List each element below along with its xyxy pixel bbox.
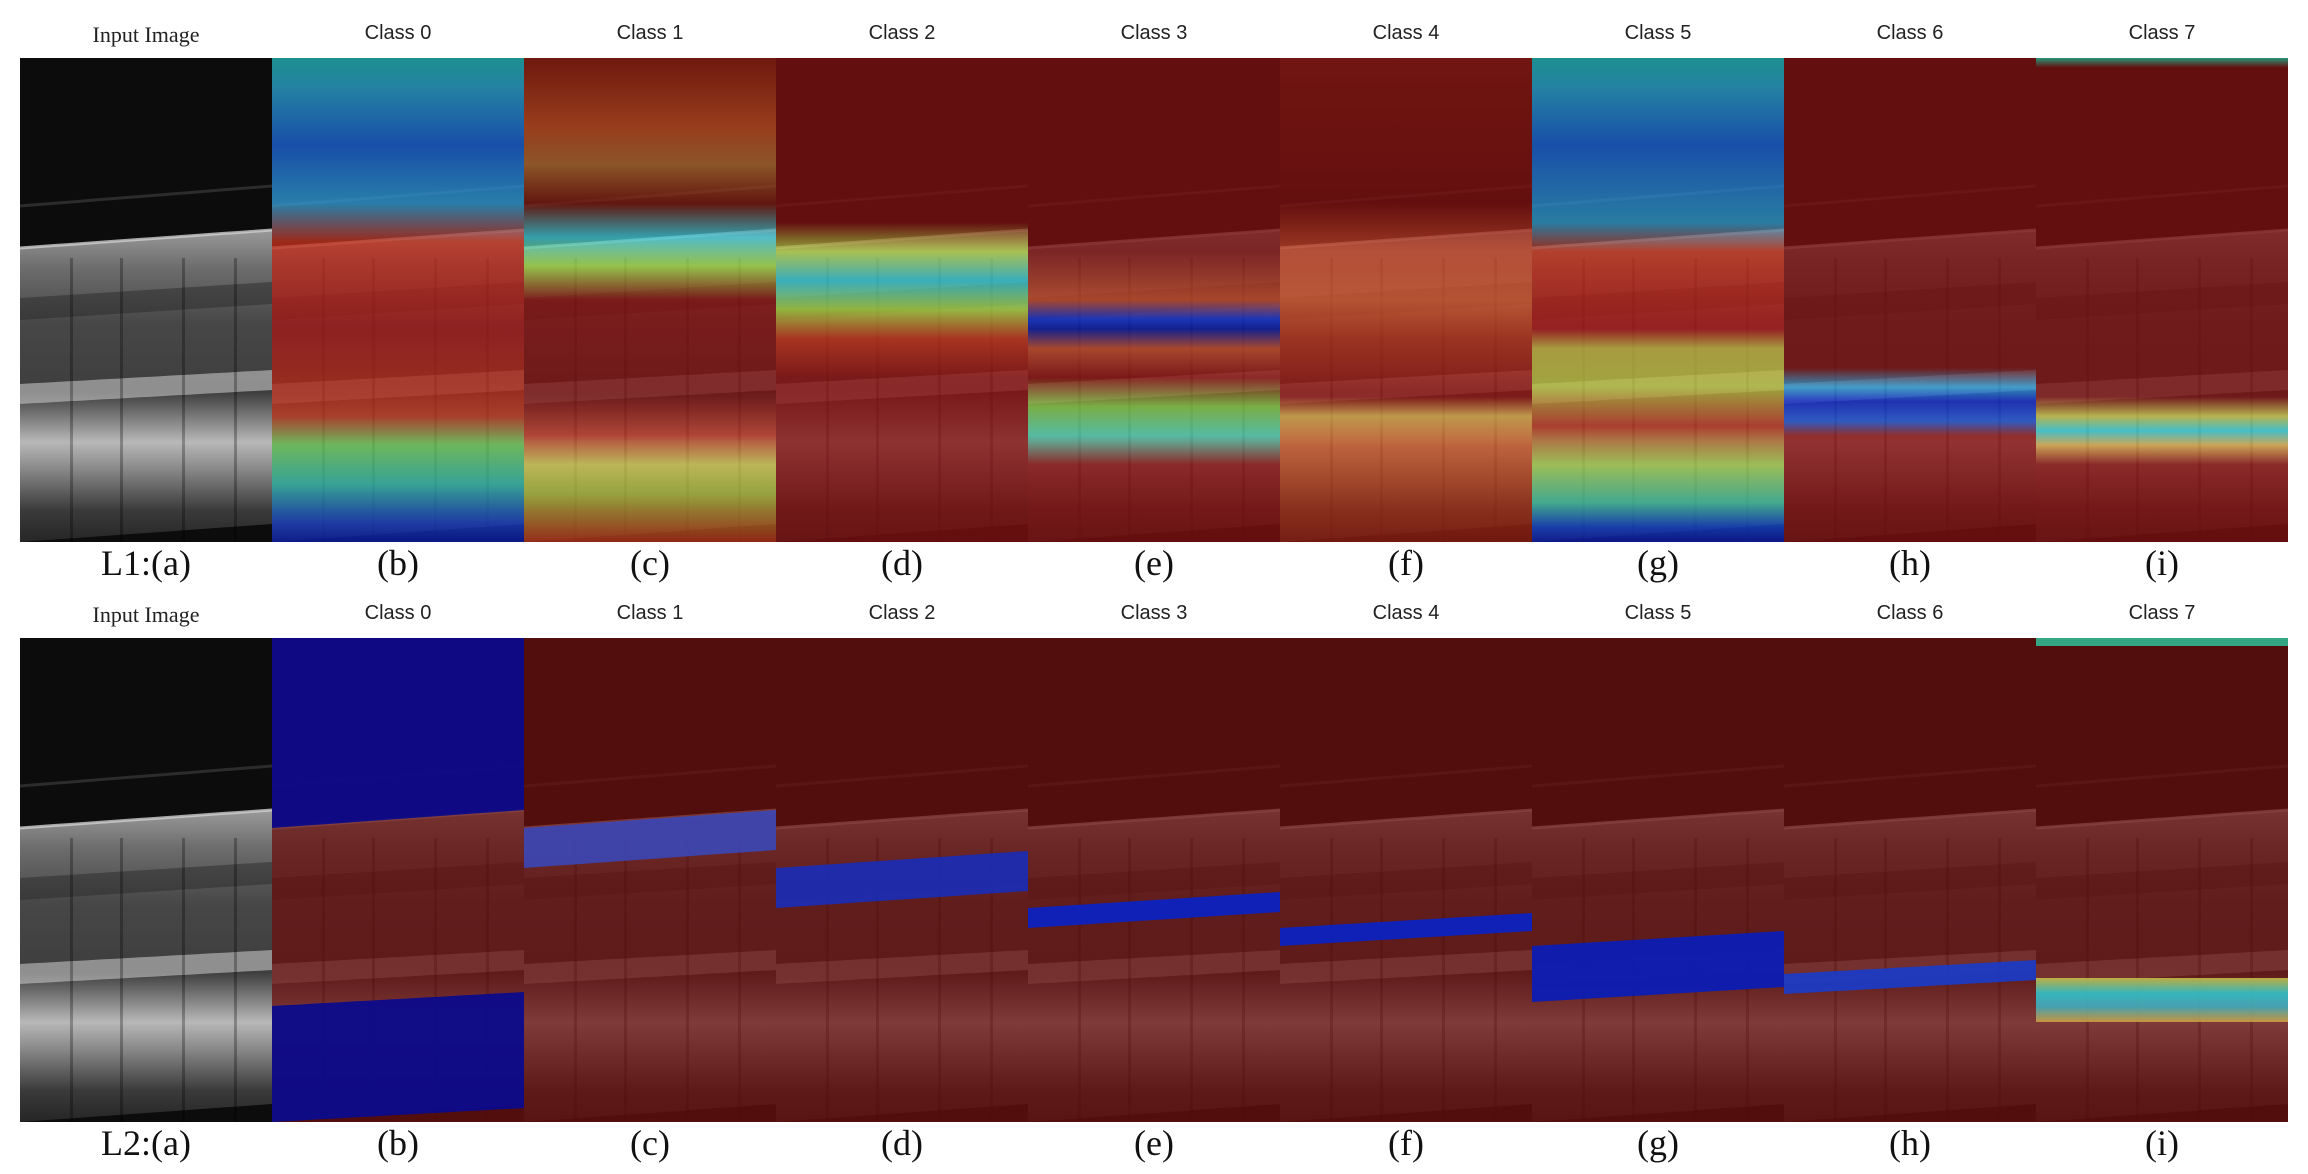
segmentation-image xyxy=(1532,638,1784,1122)
segmentation-image xyxy=(524,638,776,1122)
panel-class-3: Class 3 (e) xyxy=(1028,12,1280,583)
panel-input: Input Image L1:(a) xyxy=(20,12,272,583)
panel-title: Class 5 xyxy=(1624,22,1692,44)
panel-class-5: Class 5 (g) xyxy=(1532,592,1784,1163)
heatmap-image xyxy=(1784,58,2036,542)
panel-caption: (b) xyxy=(377,1123,419,1163)
panel-caption: (h) xyxy=(1889,1123,1931,1163)
heatmap-image xyxy=(1280,58,1532,542)
segmentation-image xyxy=(1784,638,2036,1122)
panel-title: Input Image xyxy=(92,22,200,47)
panel-caption: (e) xyxy=(1134,1123,1174,1163)
panel-caption: (g) xyxy=(1637,543,1679,583)
heatmap-image xyxy=(2036,58,2288,542)
panel-class-4: Class 4 (f) xyxy=(1280,12,1532,583)
panel-title: Class 7 xyxy=(2128,22,2196,44)
panel-caption: (c) xyxy=(630,1123,670,1163)
panel-title: Class 0 xyxy=(364,22,432,44)
row-l1: Input Image L1:(a) Class 0 (b) Class 1 (… xyxy=(20,12,2288,583)
panel-class-0: Class 0 (b) xyxy=(272,592,524,1163)
heatmap-image xyxy=(1532,58,1784,542)
panel-class-1: Class 1 (c) xyxy=(524,12,776,583)
row-l2: Input Image L2:(a) Class 0 (b) Class 1 (… xyxy=(20,592,2288,1163)
panel-title: Input Image xyxy=(92,602,200,627)
panel-class-2: Class 2 (d) xyxy=(776,592,1028,1163)
panel-title: Class 4 xyxy=(1372,22,1440,44)
panel-caption: (b) xyxy=(377,543,419,583)
panel-class-1: Class 1 (c) xyxy=(524,592,776,1163)
panel-caption: L2:(a) xyxy=(101,1123,191,1163)
heatmap-image xyxy=(1028,58,1280,542)
heatmap-image xyxy=(776,58,1028,542)
panel-title: Class 1 xyxy=(616,22,684,44)
oct-input-image xyxy=(20,58,272,542)
panel-class-6: Class 6 (h) xyxy=(1784,12,2036,583)
panel-class-0: Class 0 (b) xyxy=(272,12,524,583)
panel-title: Class 1 xyxy=(616,602,684,624)
heatmap-image xyxy=(524,58,776,542)
panel-title: Class 6 xyxy=(1876,22,1944,44)
panel-title: Class 5 xyxy=(1624,602,1692,624)
segmentation-image xyxy=(1280,638,1532,1122)
panel-class-2: Class 2 (d) xyxy=(776,12,1028,583)
panel-title: Class 2 xyxy=(868,602,936,624)
panel-caption: L1:(a) xyxy=(101,543,191,583)
panel-class-6: Class 6 (h) xyxy=(1784,592,2036,1163)
panel-caption: (h) xyxy=(1889,543,1931,583)
panel-title: Class 2 xyxy=(868,22,936,44)
panel-title: Class 7 xyxy=(2128,602,2196,624)
panel-title: Class 6 xyxy=(1876,602,1944,624)
panel-title: Class 3 xyxy=(1120,602,1188,624)
panel-caption: (c) xyxy=(630,543,670,583)
segmentation-image xyxy=(272,638,524,1122)
panel-caption: (d) xyxy=(881,1123,923,1163)
panel-title: Class 3 xyxy=(1120,22,1188,44)
panel-caption: (f) xyxy=(1388,543,1424,583)
panel-title: Class 0 xyxy=(364,602,432,624)
panel-caption: (d) xyxy=(881,543,923,583)
segmentation-image xyxy=(776,638,1028,1122)
panel-class-4: Class 4 (f) xyxy=(1280,592,1532,1163)
panel-title: Class 4 xyxy=(1372,602,1440,624)
panel-caption: (g) xyxy=(1637,1123,1679,1163)
panel-class-7: Class 7 (i) xyxy=(2036,592,2288,1163)
panel-caption: (e) xyxy=(1134,543,1174,583)
panel-caption: (i) xyxy=(2145,1123,2179,1163)
panel-class-3: Class 3 (e) xyxy=(1028,592,1280,1163)
panel-caption: (f) xyxy=(1388,1123,1424,1163)
segmentation-image xyxy=(2036,638,2288,1122)
panel-input: Input Image L2:(a) xyxy=(20,592,272,1163)
panel-caption: (i) xyxy=(2145,543,2179,583)
oct-input-image xyxy=(20,638,272,1122)
segmentation-image xyxy=(1028,638,1280,1122)
panel-class-5: Class 5 (g) xyxy=(1532,12,1784,583)
panel-class-7: Class 7 (i) xyxy=(2036,12,2288,583)
heatmap-image xyxy=(272,58,524,542)
